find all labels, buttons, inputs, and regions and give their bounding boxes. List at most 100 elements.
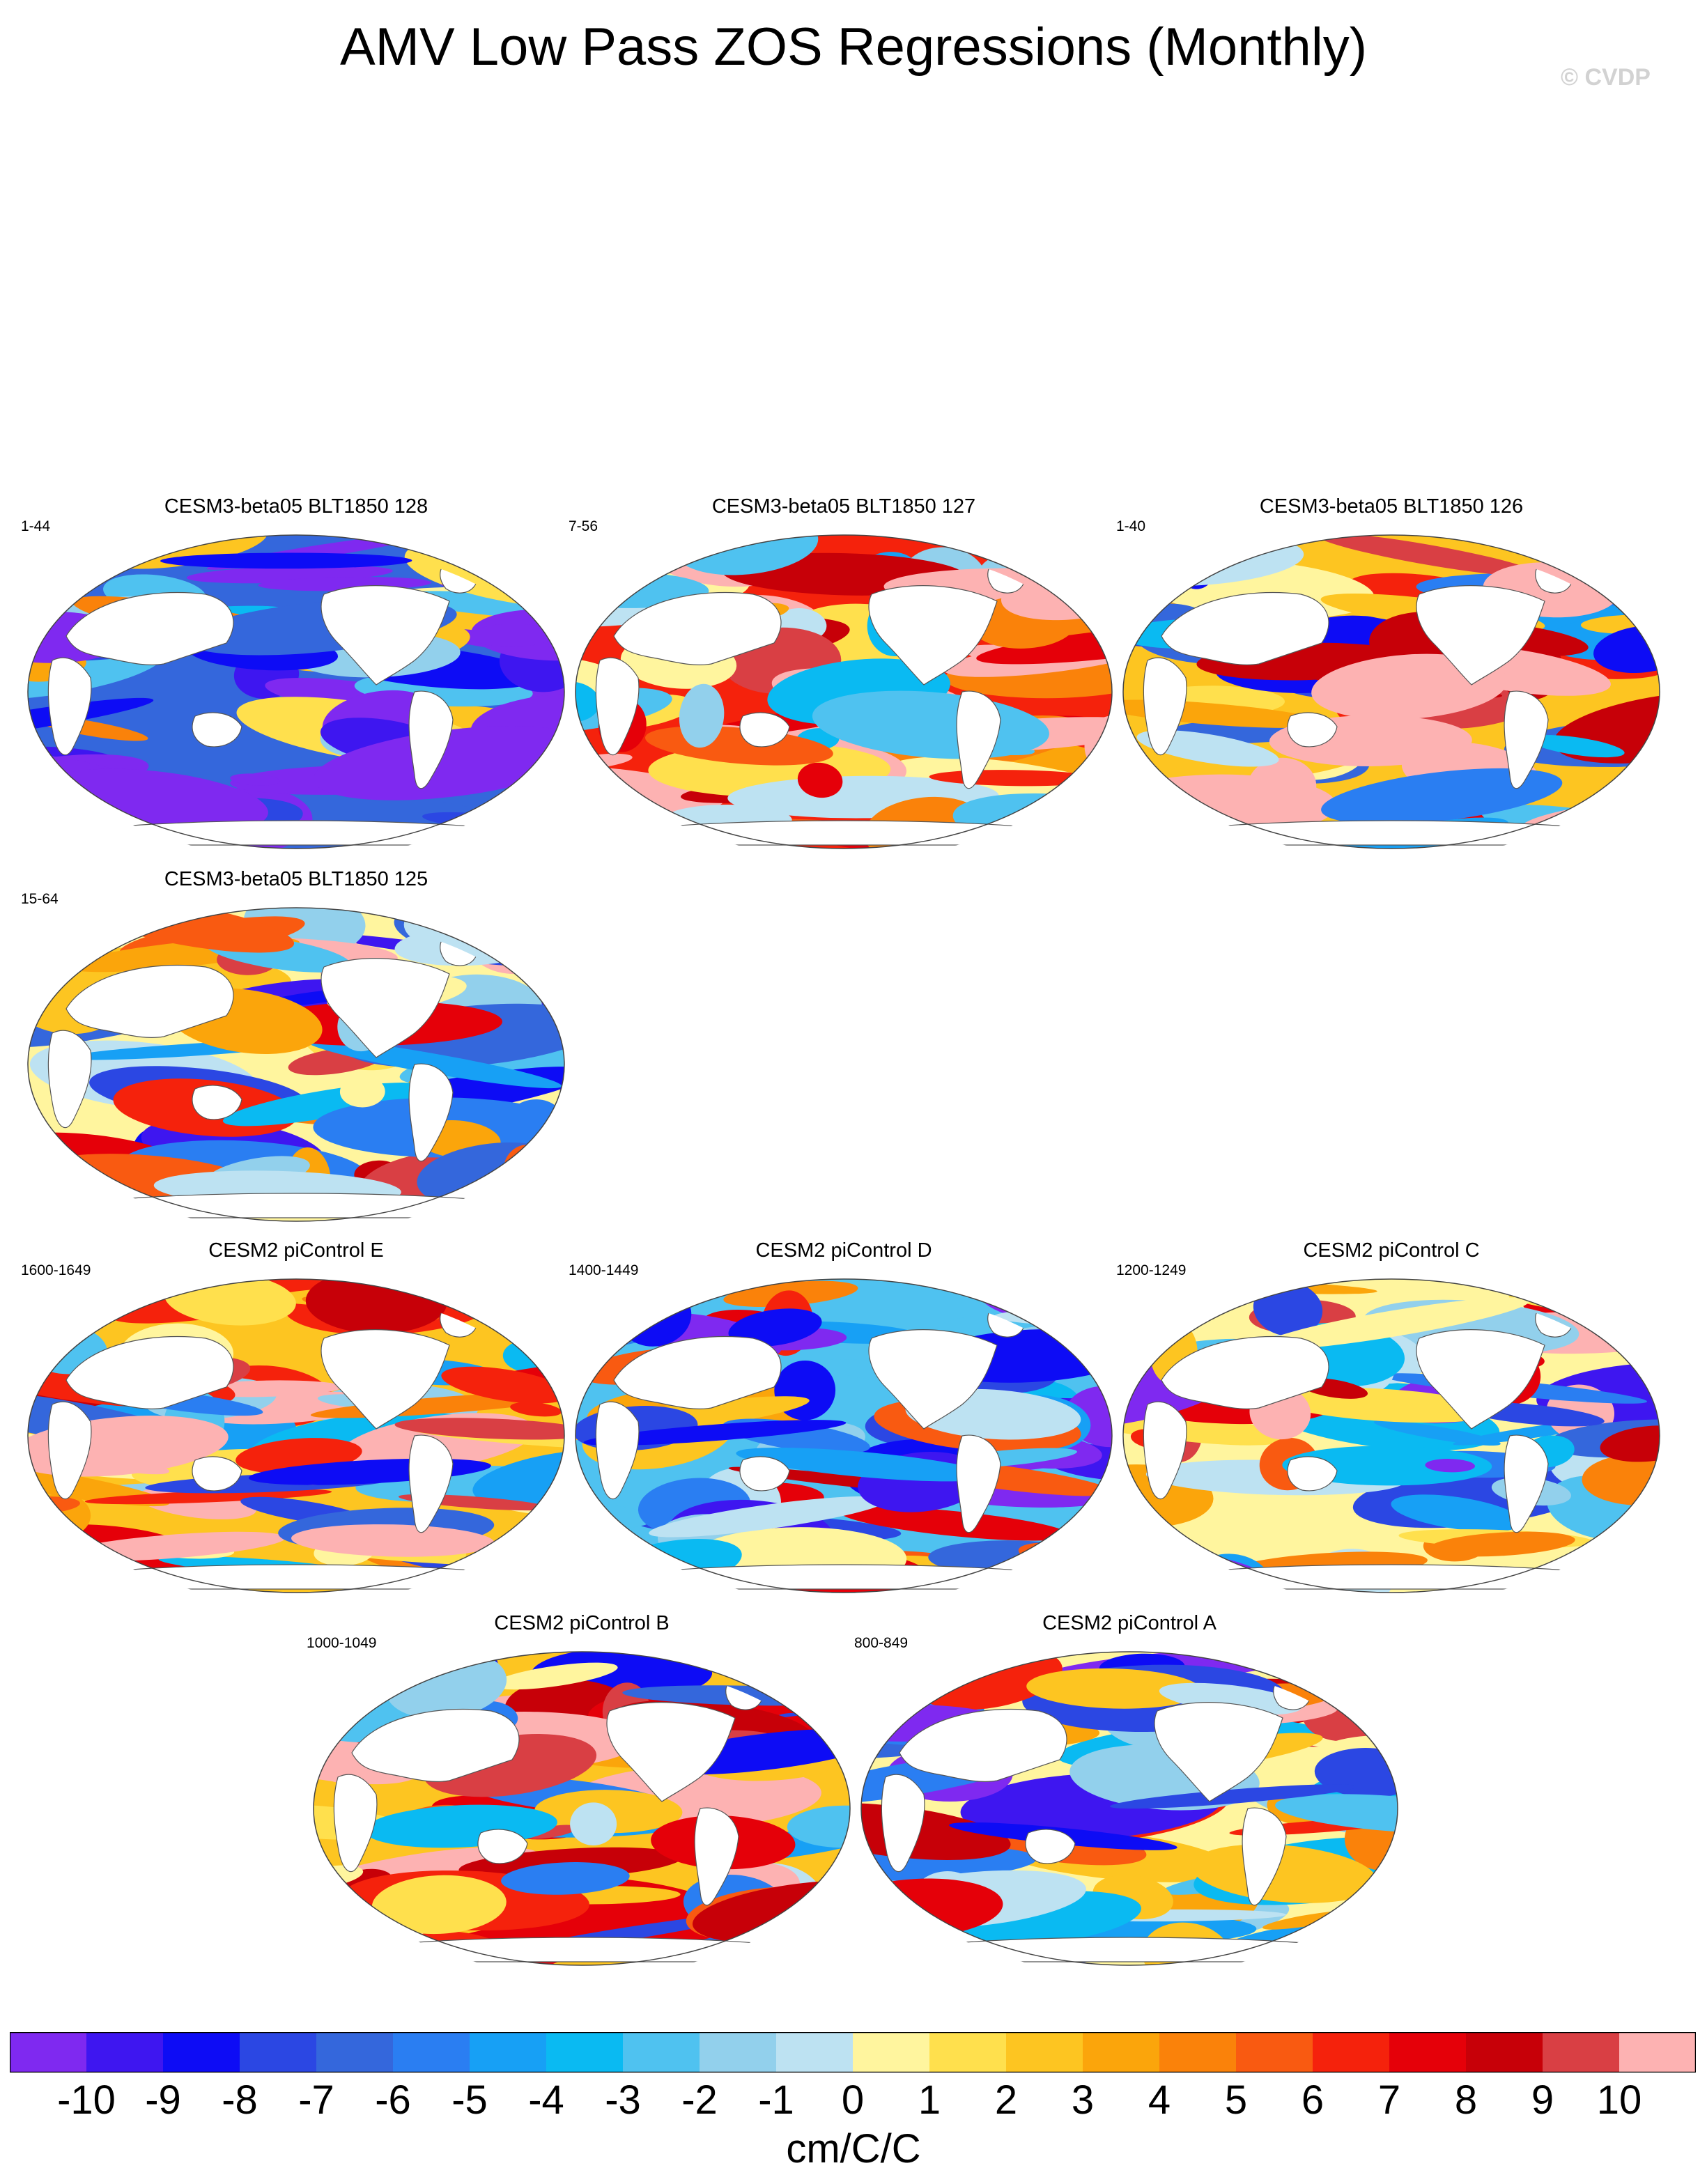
- continent: [1161, 591, 1329, 665]
- continent: [1175, 1564, 1608, 1590]
- colorbar-swatch: [10, 2033, 87, 2072]
- sea-level-field: [28, 1279, 564, 1593]
- colorbar-swatches: [10, 2032, 1696, 2073]
- continent: [1416, 1329, 1545, 1430]
- panel-title: CESM2 piControl C: [1303, 1239, 1480, 1262]
- colorbar-tick-label: -4: [528, 2077, 564, 2123]
- colorbar-swatch: [470, 2033, 547, 2072]
- colorbar-swatch: [1159, 2033, 1237, 2072]
- field-anomaly: [160, 552, 412, 569]
- panel-title: CESM3-beta05 BLT1850 128: [164, 495, 428, 518]
- colorbar-swatch: [623, 2033, 700, 2072]
- field-anomaly: [548, 803, 564, 841]
- field-anomaly: [1260, 1297, 1530, 1349]
- panel-year-range: 1400-1449: [569, 1262, 639, 1278]
- map-panel: CESM2 piControl A 800-849: [854, 1611, 1405, 1974]
- panel-title: CESM2 piControl E: [208, 1239, 384, 1262]
- continent: [320, 1329, 450, 1430]
- field-anomaly: [1026, 1668, 1203, 1709]
- colorbar-tick-label: 1: [918, 2077, 941, 2123]
- field-anomaly: [1022, 1574, 1112, 1593]
- field-anomaly: [517, 908, 564, 950]
- field-anomaly: [576, 681, 600, 722]
- field-anomaly: [371, 1875, 507, 1935]
- continent: [899, 1708, 1067, 1782]
- field-anomaly: [501, 1862, 630, 1895]
- continent: [595, 1401, 640, 1500]
- colorbar-tick-label: -5: [451, 2077, 488, 2123]
- field-anomaly: [28, 966, 55, 981]
- continent: [351, 1708, 520, 1782]
- colorbar-swatch: [546, 2033, 624, 2072]
- map-border: [860, 1651, 1398, 1966]
- continent: [192, 1085, 242, 1120]
- colorbar-swatch: [316, 2033, 394, 2072]
- colorbar-tick-label: 9: [1531, 2077, 1554, 2123]
- field-anomaly: [1600, 1425, 1660, 1462]
- continent: [65, 964, 234, 1038]
- field-anomaly: [570, 1802, 617, 1846]
- sea-level-field: [314, 1652, 850, 1965]
- map-panel: CESM2 piControl D 1400-1449: [569, 1239, 1119, 1601]
- continent: [79, 820, 513, 846]
- colorbar-tick-label: 5: [1224, 2077, 1248, 2123]
- map-panel: CESM3-beta05 BLT1850 126 1-40: [1116, 495, 1667, 857]
- robinson-map: [313, 1651, 851, 1966]
- panel-year-range: 7-56: [569, 518, 598, 534]
- continent: [1025, 1829, 1076, 1864]
- robinson-map: [27, 1278, 565, 1593]
- field-anomaly: [472, 1449, 564, 1508]
- field-anomaly: [84, 1489, 332, 1505]
- field-anomaly: [1316, 535, 1538, 577]
- robinson-map: [860, 1651, 1398, 1966]
- map-panel: CESM2 piControl E 1600-1649: [21, 1239, 571, 1601]
- continent: [1143, 657, 1187, 756]
- continent: [739, 712, 790, 748]
- colorbar-swatch: [1006, 2033, 1083, 2072]
- field-anomaly: [1635, 782, 1660, 830]
- field-anomaly: [736, 1447, 990, 1482]
- field-anomaly: [479, 813, 564, 849]
- colorbar-units: cm/C/C: [786, 2126, 921, 2171]
- continent: [627, 1564, 1060, 1590]
- land-mask: [1143, 1309, 1608, 1590]
- colorbar-tick-label: 6: [1301, 2077, 1324, 2123]
- map-border: [1122, 534, 1660, 849]
- land-mask: [47, 938, 513, 1218]
- continent: [79, 1193, 513, 1218]
- colorbar-swatch: [1466, 2033, 1543, 2072]
- panel-title: CESM3-beta05 BLT1850 125: [164, 868, 428, 890]
- panel-title: CESM3-beta05 BLT1850 127: [711, 495, 976, 518]
- colorbar-swatch: [163, 2033, 240, 2072]
- map-border: [575, 1278, 1113, 1593]
- continent: [408, 1434, 454, 1533]
- field-anomaly: [1033, 556, 1112, 584]
- continent: [65, 1335, 234, 1409]
- colorbar-tick-labels: -10 -9 -8 -7 -6 -5 -4 -3 -2 -1 0 1 2 3 4 5 6 7 8 9 10: [10, 2077, 1696, 2126]
- field-anomaly: [1582, 1454, 1660, 1505]
- panel-year-range: 1-44: [21, 518, 51, 534]
- panel-year-range: 15-64: [21, 891, 59, 907]
- colorbar-tick-label: -1: [758, 2077, 794, 2123]
- map-border: [27, 907, 565, 1222]
- field-anomaly: [1425, 1459, 1475, 1473]
- panel-year-range: 1000-1049: [307, 1635, 377, 1651]
- colorbar-tick-label: 4: [1148, 2077, 1171, 2123]
- map-border: [1122, 1278, 1660, 1593]
- field-anomaly: [339, 1076, 385, 1108]
- field-anomaly: [441, 1366, 564, 1404]
- field-anomaly: [576, 1282, 621, 1324]
- colorbar-tick-label: 7: [1377, 2077, 1401, 2123]
- colorbar-tick-label: -6: [375, 2077, 411, 2123]
- field-anomaly: [28, 1542, 70, 1593]
- map-panel: CESM2 piControl C 1200-1249: [1116, 1239, 1667, 1601]
- field-anomaly: [787, 1805, 850, 1848]
- colorbar-tick-label: -9: [145, 2077, 181, 2123]
- field-anomaly: [1051, 1279, 1112, 1322]
- continent: [1287, 1456, 1338, 1492]
- continent: [1416, 585, 1545, 686]
- continent: [192, 712, 242, 748]
- continent: [47, 657, 92, 756]
- colorbar-swatch: [1619, 2033, 1696, 2072]
- continent: [1161, 1335, 1329, 1409]
